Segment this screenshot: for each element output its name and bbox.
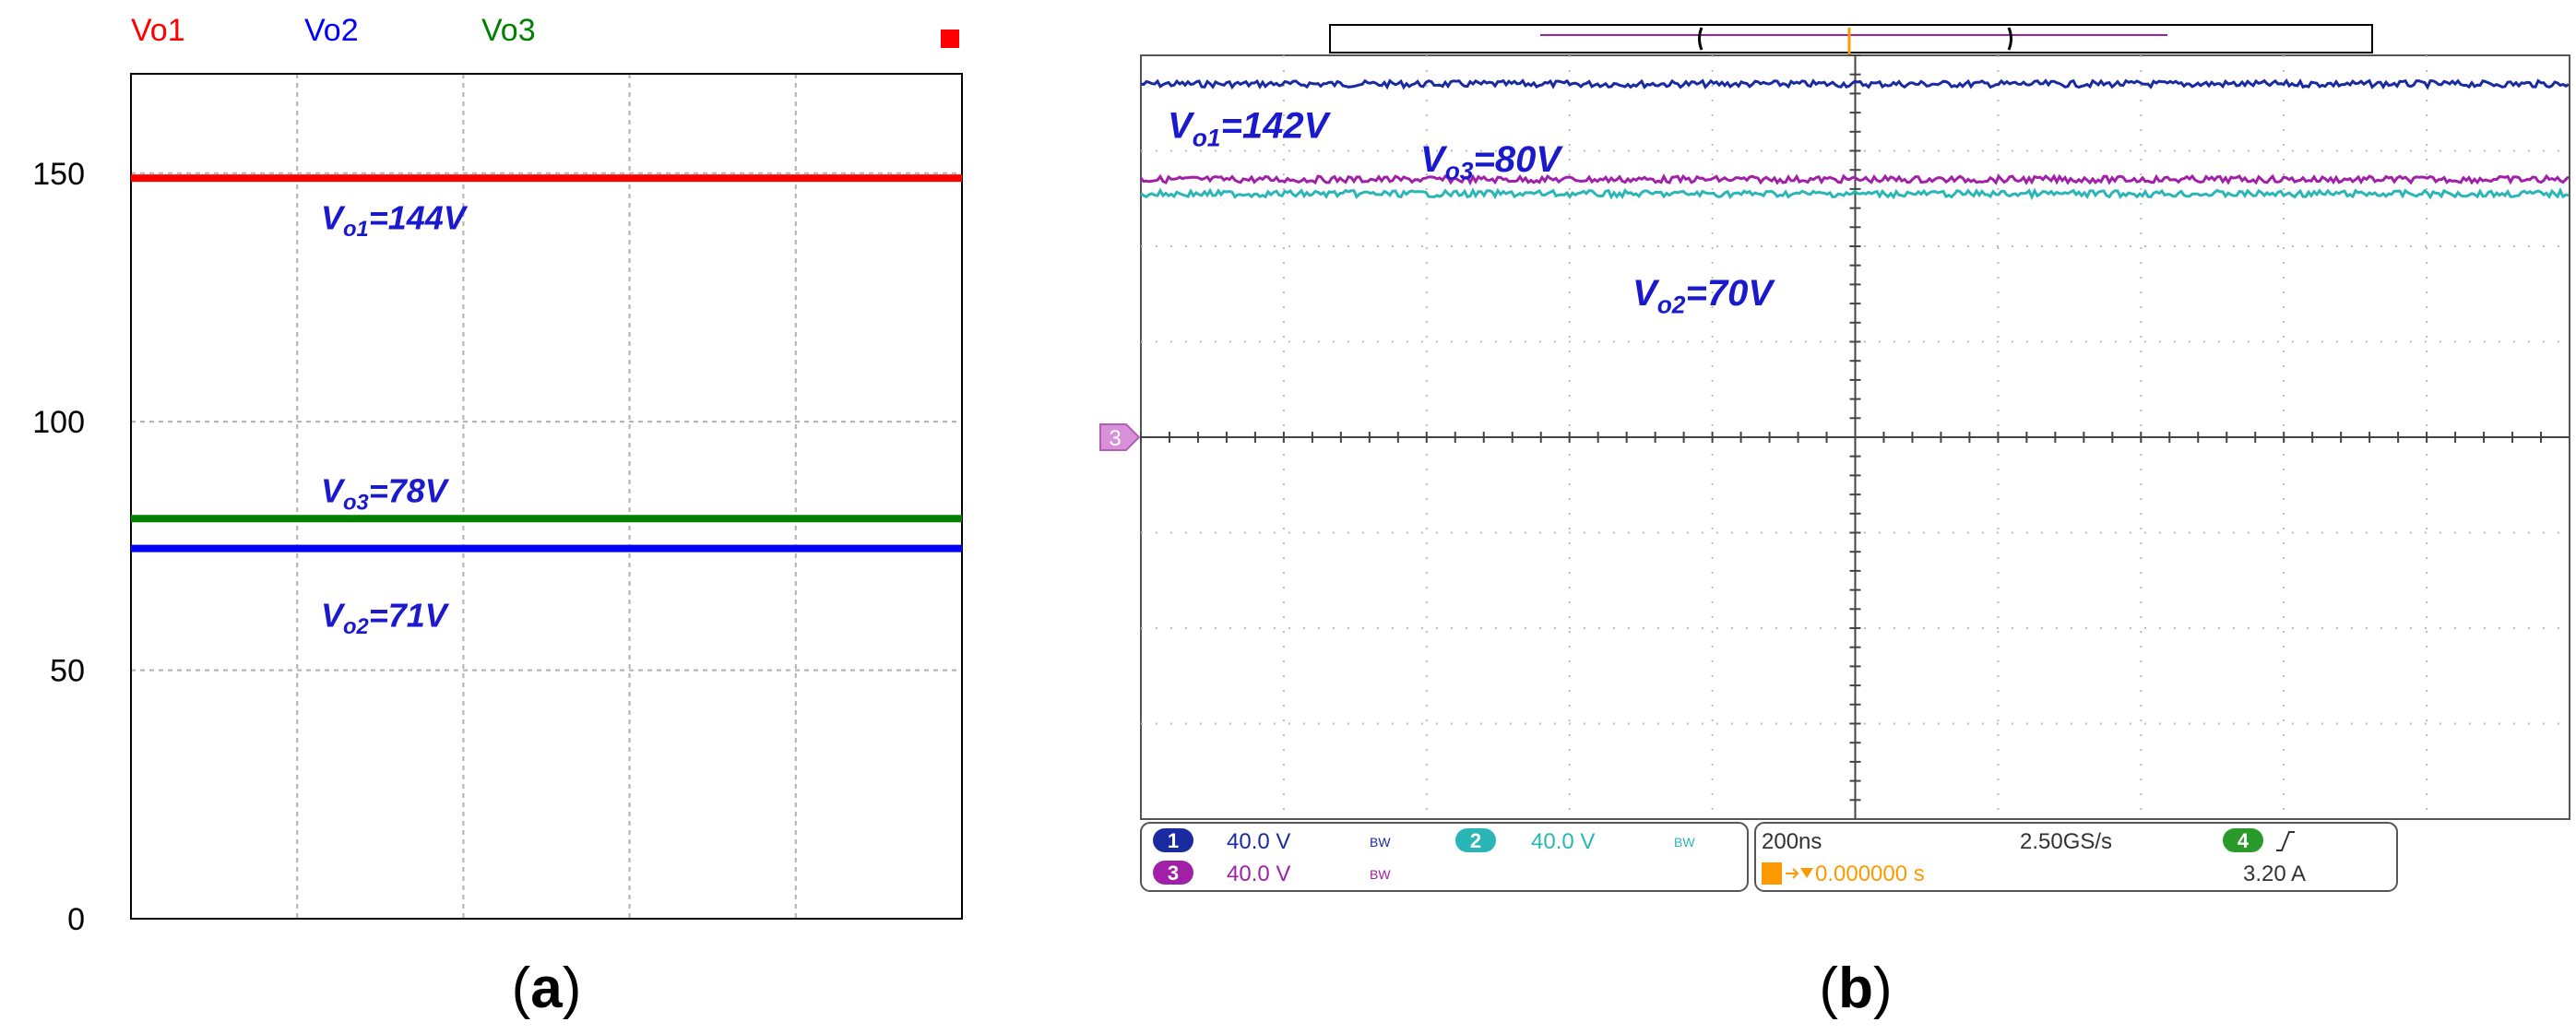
panel-label-b: (b) [1819, 957, 1892, 1020]
trace-ch1 [1140, 78, 2570, 90]
trace-ch3 [1139, 172, 2570, 186]
ch2-badge [1455, 828, 1496, 852]
scope-annotation-o1-sub: o1 [1193, 124, 1221, 151]
sample-rate-value: 2.50GS/s [2020, 829, 2112, 854]
annotation-o3-rest: =78V [369, 472, 450, 510]
trigger-source-badge [2223, 828, 2263, 852]
scope-annotation-o3-sub: o3 [1445, 158, 1474, 185]
y-tick-label: 50 [50, 654, 85, 689]
legend-entry-vo1: Vo1 [131, 13, 185, 48]
scope-annotation-o3: Vo3=80V [1420, 139, 1563, 185]
y-tick-label: 0 [67, 902, 85, 937]
scope-annotation-o2: Vo2=70V [1632, 273, 1775, 319]
trigger-level-value: 3.20 A [2243, 862, 2306, 886]
legend-entry-vo2: Vo2 [304, 13, 359, 48]
scope-annotation-o2-sub: o2 [1657, 291, 1686, 319]
ch3-badge-number: 3 [1168, 862, 1179, 885]
annotation-o2-sub: o2 [343, 614, 369, 639]
ch3-scale: 40.0 V [1227, 862, 1290, 886]
panel-label-a: (a) [512, 957, 582, 1020]
annotation-o2-main: V [321, 596, 346, 634]
scope-annotation-o1-main: V [1168, 106, 1195, 147]
trigger-position-value: 0.000000 s [1815, 862, 1925, 886]
legend-entry-vo3: Vo3 [481, 13, 536, 48]
scope-annotation-o3-rest: =80V [1474, 139, 1564, 180]
ch3-bw-limit: BW [1370, 867, 1391, 882]
channel-status-panel [1140, 822, 1749, 892]
ch1-scale: 40.0 V [1227, 829, 1290, 854]
annotation-o3: Vo3=78V [321, 472, 450, 516]
ch2-badge-number: 2 [1470, 829, 1481, 852]
ch1-badge [1153, 828, 1193, 852]
annotation-o1-rest: =144V [369, 198, 469, 236]
scope-annotation-o2-main: V [1632, 273, 1660, 314]
ch3-badge [1153, 861, 1193, 885]
trigger-pos-arrow [1786, 868, 1799, 879]
legend-marker-square [941, 30, 959, 48]
ground-marker-ch3 [1099, 423, 1141, 451]
y-tick-label: 150 [32, 157, 85, 192]
record-overview-bar [1329, 24, 2373, 53]
annotation-o3-sub: o3 [343, 491, 369, 516]
ground-marker-label: 3 [1109, 426, 1121, 451]
annotation-o3-main: V [321, 472, 346, 510]
annotation-o1-sub: o1 [343, 217, 369, 242]
plot-frame [130, 73, 963, 920]
timebase-value: 200ns [1762, 829, 1822, 854]
annotation-o1: Vo1=144V [321, 198, 469, 242]
scope-annotation-o3-main: V [1420, 139, 1448, 180]
panel-letter-a: a [530, 957, 563, 1020]
annotation-o2-rest: =71V [369, 596, 450, 634]
scope-annotation-o2-rest: =70V [1686, 273, 1776, 314]
y-tick-label: 100 [32, 405, 85, 440]
scope-annotation-o1: Vo1=142V [1168, 106, 1332, 152]
trace-ch2 [1140, 187, 2570, 201]
panel-letter-b: b [1838, 957, 1873, 1020]
trigger-pos-icon [1762, 862, 1782, 885]
trigger-pos-down-icon [1800, 868, 1813, 878]
ch2-bw-limit: BW [1674, 835, 1695, 850]
annotation-o2: Vo2=71V [321, 596, 450, 639]
trigger-edge-icon [2276, 831, 2295, 851]
ch2-scale: 40.0 V [1531, 829, 1595, 854]
scope-annotation-o1-rest: =142V [1221, 106, 1332, 147]
ch1-bw-limit: BW [1370, 835, 1391, 850]
ch1-badge-number: 1 [1168, 829, 1179, 852]
overview-brackets [1698, 27, 2012, 51]
trigger-source-badge-number: 4 [2238, 829, 2250, 852]
annotation-o1-main: V [321, 198, 346, 236]
